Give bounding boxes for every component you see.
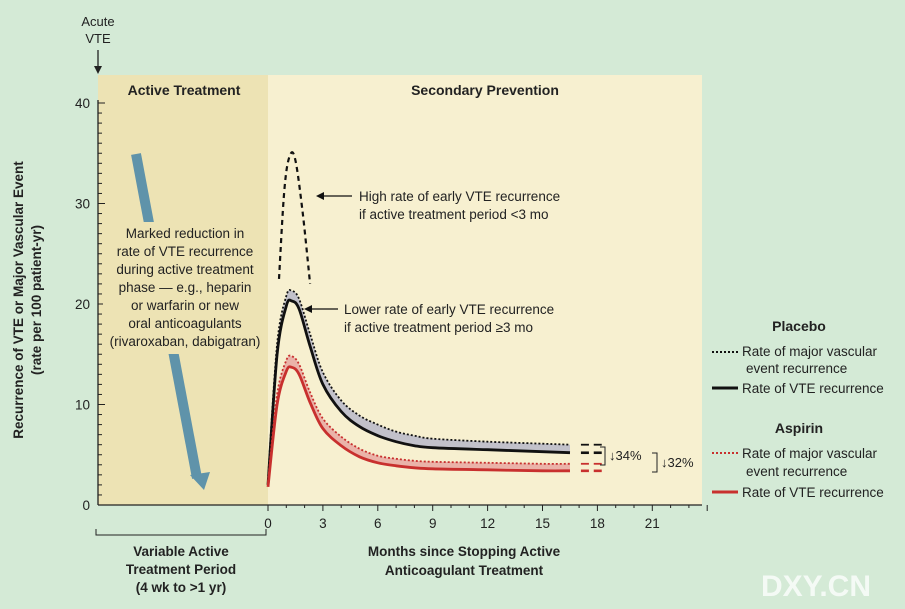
- placebo-early-recurrence-line: [277, 151, 312, 285]
- y-tick-label: 0: [82, 498, 90, 513]
- reduction-bracket-34: ↓34%: [600, 446, 642, 466]
- legend: Placebo Rate of major vascular event rec…: [712, 318, 884, 500]
- note-line: or warfarin or new: [131, 298, 239, 313]
- note-line: rate of VTE recurrence: [117, 244, 254, 259]
- y-tick-label: 10: [75, 398, 90, 413]
- legend-aspirin-vte-label: Rate of VTE recurrence: [742, 485, 884, 500]
- variable-period-line3: (4 wk to >1 yr): [136, 580, 226, 595]
- x-tick-label: 0: [264, 516, 272, 531]
- lower-rate-annotation: Lower rate of early VTE recurrence if ac…: [304, 302, 554, 335]
- legend-placebo-vte-label: Rate of VTE recurrence: [742, 381, 884, 396]
- note-line: oral anticoagulants: [128, 316, 242, 331]
- note-line: phase — e.g., heparin: [119, 280, 252, 295]
- aspirin-band: [268, 355, 570, 487]
- watermark: DXY.CN: [761, 570, 871, 603]
- active-treatment-title: Active Treatment: [128, 82, 241, 98]
- note-line: Marked reduction in: [126, 226, 245, 241]
- y-tick-label: 30: [75, 197, 90, 212]
- note-backdrop: [103, 222, 265, 354]
- lower-rate-line1: Lower rate of early VTE recurrence: [344, 302, 554, 317]
- x-tick-label: 18: [590, 516, 605, 531]
- acute-arrow-head: [94, 66, 102, 74]
- active-treatment-note: Marked reduction in rate of VTE recurren…: [110, 226, 261, 349]
- x-tick-label: 9: [429, 516, 437, 531]
- reduction-32-label: ↓32%: [661, 455, 694, 470]
- x-tick-label: 6: [374, 516, 382, 531]
- note-line: during active treatment: [116, 262, 254, 277]
- y-tick-label: 20: [75, 297, 90, 312]
- series-lines: [266, 151, 571, 488]
- series-extensions: [580, 443, 602, 473]
- acute-label-line1: Acute: [81, 14, 114, 29]
- x-tick-label: 15: [535, 516, 550, 531]
- note-line: (rivaroxaban, dabigatran): [110, 334, 261, 349]
- legend-aspirin-title: Aspirin: [775, 420, 823, 436]
- acute-label-line2: VTE: [85, 31, 111, 46]
- legend-placebo-major-line2: event recurrence: [746, 361, 847, 376]
- x-tick-label: 3: [319, 516, 327, 531]
- aspirin-major-event-line: [267, 354, 571, 482]
- reduction-bracket-32: ↓32%: [652, 452, 694, 473]
- variable-period-line2: Treatment Period: [126, 562, 236, 577]
- legend-placebo-title: Placebo: [772, 318, 826, 334]
- high-rate-line2: if active treatment period <3 mo: [359, 207, 548, 222]
- x-tick-label: 12: [480, 516, 495, 531]
- secondary-prevention-title: Secondary Prevention: [411, 82, 559, 98]
- variable-period-bracket: [95, 529, 267, 536]
- lower-rate-line2: if active treatment period ≥3 mo: [344, 320, 533, 335]
- reduction-34-label: ↓34%: [609, 448, 642, 463]
- x-axis-title-line1: Months since Stopping Active: [368, 544, 561, 559]
- axes: 0 10 20 30 40 0 3 6 9 12 15 18 21: [75, 96, 708, 531]
- y-axis-title-line1: Recurrence of VTE or Major Vascular Even…: [11, 161, 26, 439]
- aspirin-vte-line: [266, 365, 571, 488]
- secondary-prevention-panel: [268, 75, 702, 505]
- placebo-vte-line: [266, 298, 571, 485]
- y-axis-title-line2: (rate per 100 patient-yr): [29, 225, 44, 375]
- legend-placebo-major-line1: Rate of major vascular: [742, 344, 878, 359]
- variable-period-line1: Variable Active: [133, 544, 229, 559]
- x-axis-title-line2: Anticoagulant Treatment: [385, 563, 544, 578]
- y-tick-label: 40: [75, 96, 90, 111]
- legend-aspirin-major-line2: event recurrence: [746, 464, 847, 479]
- x-tick-label: 21: [645, 516, 660, 531]
- high-rate-annotation: High rate of early VTE recurrence if act…: [316, 189, 560, 222]
- legend-aspirin-major-line1: Rate of major vascular: [742, 446, 878, 461]
- high-rate-line1: High rate of early VTE recurrence: [359, 189, 560, 204]
